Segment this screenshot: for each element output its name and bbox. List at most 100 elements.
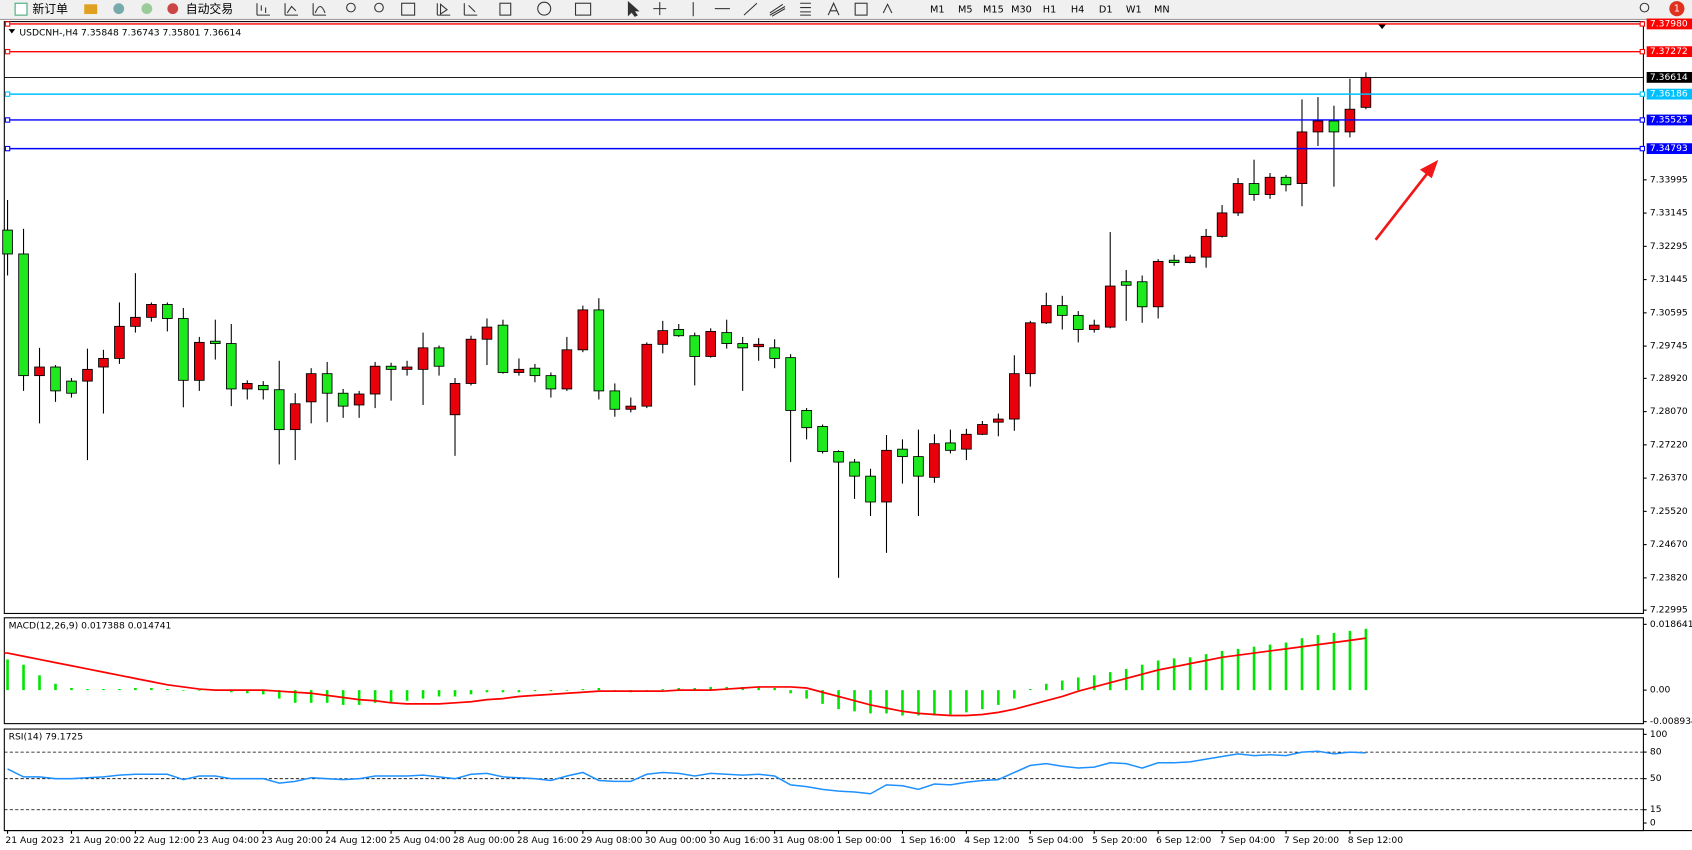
timeframe-button[interactable]: H4 — [1071, 5, 1084, 16]
icon[interactable] — [463, 3, 478, 16]
level-label: 7.37980 — [1650, 18, 1688, 29]
x-tick-label: 5 Sep 20:00 — [1092, 835, 1147, 846]
candle-body — [1360, 76, 1372, 108]
candle-body — [1184, 256, 1196, 264]
candle-body — [162, 303, 173, 319]
timeframe-button[interactable]: M15 — [983, 5, 1004, 16]
histogram-bar — [1029, 689, 1032, 691]
candle-body — [289, 403, 301, 431]
icon[interactable] — [374, 2, 384, 13]
histogram-bar — [118, 689, 121, 691]
icon[interactable] — [627, 0, 640, 17]
icon[interactable] — [401, 2, 416, 16]
level-handle — [4, 91, 11, 97]
x-tick-label: 31 Aug 08:00 — [772, 835, 834, 846]
candle-body — [801, 410, 812, 429]
timeframe-button[interactable]: MN — [1154, 5, 1170, 16]
new-order-button[interactable]: 新订单 — [32, 2, 68, 16]
y-tick-label: 7.27220 — [1650, 439, 1688, 450]
candle-body — [497, 324, 509, 373]
histogram-bar — [1284, 642, 1288, 691]
timeframe-button[interactable]: M1 — [930, 5, 945, 16]
candle-body — [1216, 212, 1228, 237]
histogram-bar — [501, 690, 505, 693]
candle-body — [593, 309, 605, 392]
candle-body — [114, 325, 125, 359]
icon[interactable] — [284, 3, 299, 16]
symbol: USDCNH-,H4 — [19, 27, 78, 38]
candle-body — [897, 448, 908, 458]
current-price-label: 7.36614 — [1650, 72, 1688, 83]
y-tick-label: 7.28070 — [1650, 406, 1688, 417]
panel-content: 7.33995 7.33145 7.32295 7.31445 7.30595 7.297… — [2, 18, 1692, 846]
histogram-bar — [981, 690, 984, 710]
histogram-bar — [1236, 648, 1240, 691]
icon[interactable] — [854, 2, 868, 16]
timeframe-button[interactable]: M30 — [1011, 5, 1032, 16]
x-tick-label: 24 Aug 12:00 — [325, 835, 387, 846]
candle-body — [977, 424, 988, 435]
icon[interactable] — [653, 2, 667, 16]
panel-content: 100 80 50 15 0 RSI(14) 79.1725 — [4, 729, 1668, 829]
histogram-bar — [1108, 672, 1112, 691]
panel-frame — [3, 617, 1644, 725]
candle-body — [98, 357, 109, 368]
histogram-bar — [1013, 690, 1016, 699]
histogram-bar — [1268, 644, 1272, 691]
candle-body — [817, 426, 828, 452]
candle-body — [34, 366, 45, 377]
candle-body — [369, 365, 381, 395]
icon[interactable] — [743, 2, 758, 16]
icon[interactable] — [84, 4, 98, 15]
level-label: 7.35525 — [1650, 114, 1688, 125]
timeframe-button[interactable]: H1 — [1043, 5, 1056, 16]
histogram-bar — [198, 690, 201, 691]
histogram-bar — [789, 690, 792, 694]
icon[interactable] — [827, 1, 840, 16]
annotation-arrow — [1374, 165, 1434, 241]
histogram-bar — [1140, 664, 1144, 691]
histogram-bar — [837, 690, 840, 710]
candle-body — [1104, 285, 1116, 328]
timeframe-button[interactable]: D1 — [1099, 5, 1113, 16]
histogram-bar — [134, 687, 137, 691]
x-tick-label: 7 Sep 20:00 — [1284, 835, 1339, 846]
annotation-arrowhead — [1419, 159, 1439, 179]
icon[interactable] — [141, 3, 153, 15]
icon[interactable] — [256, 3, 270, 16]
chart-panel: 0.018641 0.00 -0.008934 MACD(12,26,9) 0.017… — [3, 617, 1692, 727]
icon[interactable] — [800, 2, 811, 16]
new-order-icon[interactable] — [14, 2, 28, 16]
candle-body — [513, 368, 525, 373]
rsi-line — [7, 750, 1366, 795]
icon[interactable] — [882, 3, 893, 14]
auto-trading-icon[interactable] — [167, 3, 179, 15]
x-tick-label: 21 Aug 2023 — [5, 835, 64, 846]
histogram-bar — [22, 664, 25, 691]
timeframe-button[interactable]: W1 — [1126, 5, 1142, 16]
icon[interactable] — [574, 2, 592, 16]
level-label: 7.37272 — [1650, 46, 1688, 57]
x-tick-label: 23 Aug 04:00 — [197, 835, 259, 846]
auto-trading-button[interactable]: 自动交易 — [186, 2, 233, 16]
histogram-bar — [1076, 677, 1080, 691]
icon[interactable] — [346, 2, 356, 13]
histogram-bar — [1252, 646, 1256, 691]
candle-body — [130, 316, 141, 327]
icon[interactable] — [312, 3, 327, 16]
y-tick-label: 7.26370 — [1650, 473, 1688, 484]
icon[interactable] — [499, 2, 512, 16]
y-tick-label: 7.30595 — [1650, 307, 1688, 318]
histogram-bar — [757, 686, 760, 691]
icon[interactable] — [769, 3, 786, 17]
notification-badge[interactable] — [1669, 1, 1685, 17]
search-icon[interactable] — [1639, 2, 1650, 13]
y-tick-label: 7.25520 — [1650, 506, 1688, 517]
candle-body — [1152, 260, 1164, 308]
candle-body — [753, 343, 764, 348]
icon[interactable] — [113, 3, 125, 15]
timeframe-button[interactable]: M5 — [958, 5, 973, 16]
icon[interactable] — [436, 3, 451, 16]
icon[interactable] — [537, 1, 552, 16]
notification-count[interactable]: 1 — [1674, 4, 1680, 15]
